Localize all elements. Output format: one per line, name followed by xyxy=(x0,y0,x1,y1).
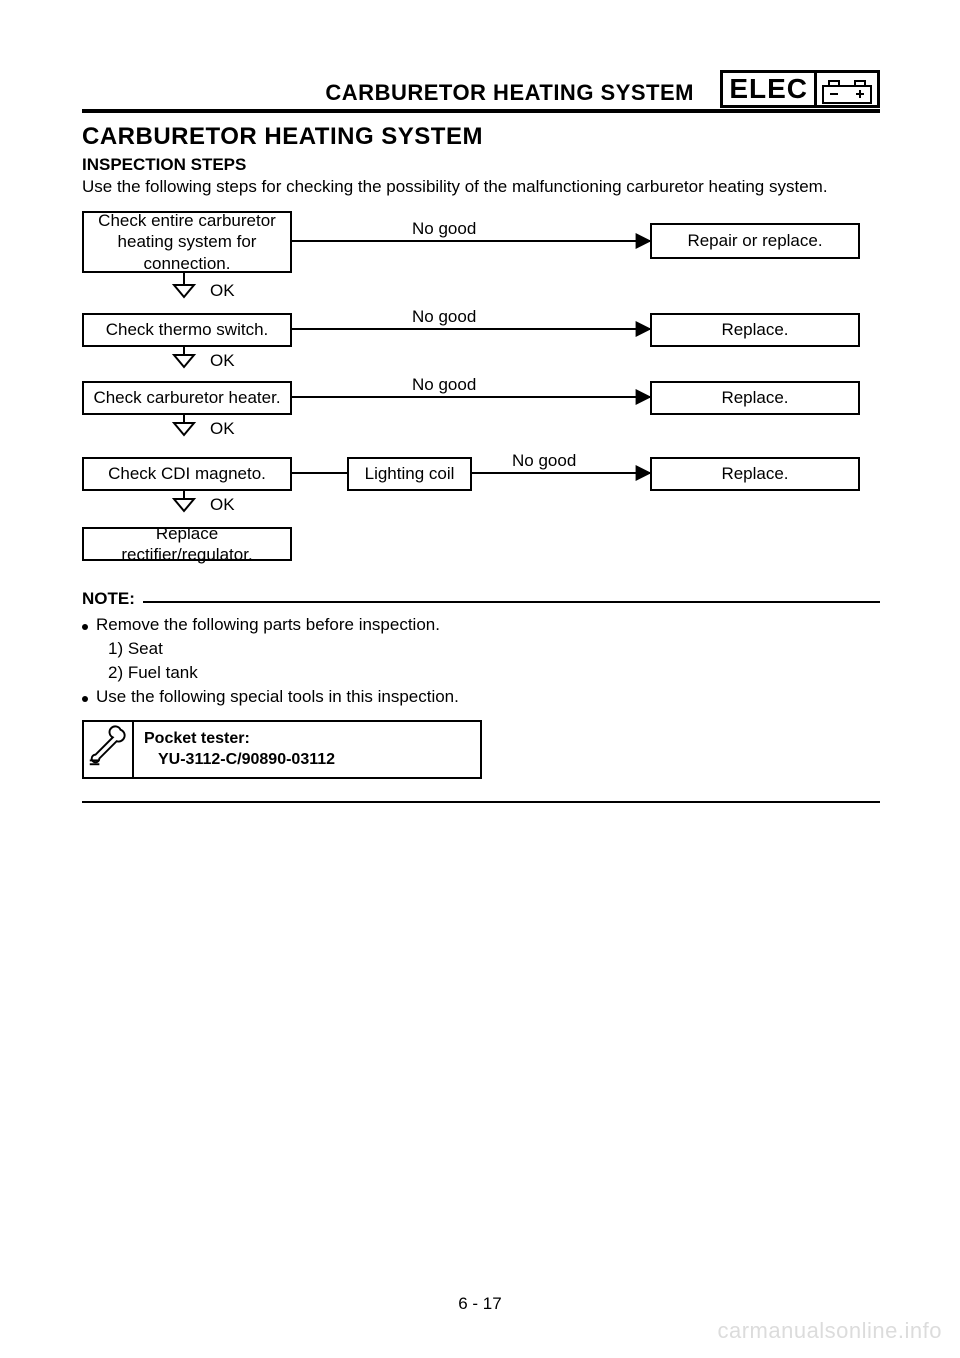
intro-text: Use the following steps for checking the… xyxy=(82,177,880,197)
flow-ok-1: OK xyxy=(210,281,235,301)
flowchart: Check entire carburetor heating system f… xyxy=(82,211,872,581)
chapter-label: ELEC xyxy=(723,73,817,105)
note-label: NOTE: xyxy=(82,589,135,609)
page-number: 6 - 17 xyxy=(0,1294,960,1314)
flow-step-3: Check carburetor heater. xyxy=(82,381,292,415)
flow-step-1: Check entire carburetor heating system f… xyxy=(82,211,292,273)
chapter-badge: ELEC xyxy=(720,70,880,108)
note-line-1b: 2) Fuel tank xyxy=(82,661,880,685)
flow-result-4: Replace. xyxy=(650,457,860,491)
flow-step-4: Check CDI magneto. xyxy=(82,457,292,491)
note-line-2: Use the following special tools in this … xyxy=(96,685,459,709)
flow-result-3: Replace. xyxy=(650,381,860,415)
page-title: CARBURETOR HEATING SYSTEM xyxy=(82,123,880,151)
tool-text: Pocket tester: YU-3112-C/90890-03112 xyxy=(134,722,345,777)
flow-ng-4: No good xyxy=(512,451,576,471)
note-body: Remove the following parts before inspec… xyxy=(82,613,880,710)
flow-mid-4: Lighting coil xyxy=(347,457,472,491)
flow-ng-3: No good xyxy=(412,375,476,395)
note-line-1a: 1) Seat xyxy=(82,637,880,661)
header-rule xyxy=(82,109,880,113)
flow-result-2: Replace. xyxy=(650,313,860,347)
battery-icon xyxy=(817,73,877,105)
watermark: carmanualsonline.info xyxy=(717,1318,942,1344)
tool-line-1: Pocket tester: xyxy=(144,728,335,750)
flow-ok-4: OK xyxy=(210,495,235,515)
tool-line-2: YU-3112-C/90890-03112 xyxy=(144,749,335,771)
flow-ng-1: No good xyxy=(412,219,476,239)
flow-ok-2: OK xyxy=(210,351,235,371)
flow-result-1: Repair or replace. xyxy=(650,223,860,259)
wrench-icon xyxy=(84,722,134,777)
flow-step-5: Replace rectifier/regulator. xyxy=(82,527,292,561)
bullet-icon xyxy=(82,613,96,637)
page-header: CARBURETOR HEATING SYSTEM ELEC xyxy=(82,70,880,108)
flow-ok-3: OK xyxy=(210,419,235,439)
special-tool-box: Pocket tester: YU-3112-C/90890-03112 xyxy=(82,720,482,779)
flow-step-2: Check thermo switch. xyxy=(82,313,292,347)
bullet-icon xyxy=(82,685,96,709)
note-header: NOTE: xyxy=(82,589,880,609)
section-end-rule xyxy=(82,801,880,803)
note-line-1: Remove the following parts before inspec… xyxy=(96,613,440,637)
subsection-title: INSPECTION STEPS xyxy=(82,155,880,175)
note-rule xyxy=(143,601,880,603)
flow-ng-2: No good xyxy=(412,307,476,327)
header-section-title: CARBURETOR HEATING SYSTEM xyxy=(325,80,694,106)
